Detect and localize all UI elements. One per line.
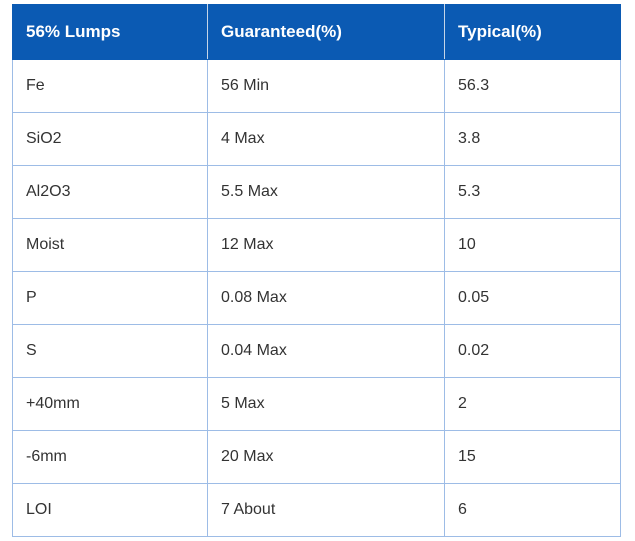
table-row: LOI 7 About 6 (12, 483, 621, 537)
guaranteed-value-cell: 12 Max (207, 218, 445, 272)
row-label-cell: P (12, 271, 208, 325)
typical-value-cell: 0.05 (444, 271, 621, 325)
column-header-guaranteed: Guaranteed(%) (207, 4, 445, 60)
table-header: 56% Lumps Guaranteed(%) Typical(%) (12, 4, 621, 60)
typical-value-cell: 6 (444, 483, 621, 537)
specification-table: 56% Lumps Guaranteed(%) Typical(%) Fe 56… (12, 4, 621, 537)
row-label-cell: Fe (12, 59, 208, 113)
guaranteed-value-cell: 20 Max (207, 430, 445, 484)
guaranteed-value-cell: 0.04 Max (207, 324, 445, 378)
table-row: +40mm 5 Max 2 (12, 377, 621, 431)
table-row: SiO2 4 Max 3.8 (12, 112, 621, 166)
row-label-cell: LOI (12, 483, 208, 537)
table-row: Moist 12 Max 10 (12, 218, 621, 272)
typical-value-cell: 0.02 (444, 324, 621, 378)
table-row: S 0.04 Max 0.02 (12, 324, 621, 378)
column-header-grade: 56% Lumps (12, 4, 208, 60)
row-label-cell: Al2O3 (12, 165, 208, 219)
row-label-cell: +40mm (12, 377, 208, 431)
typical-value-cell: 2 (444, 377, 621, 431)
typical-value-cell: 3.8 (444, 112, 621, 166)
table-row: P 0.08 Max 0.05 (12, 271, 621, 325)
row-label-cell: SiO2 (12, 112, 208, 166)
row-label-cell: S (12, 324, 208, 378)
typical-value-cell: 5.3 (444, 165, 621, 219)
guaranteed-value-cell: 0.08 Max (207, 271, 445, 325)
typical-value-cell: 15 (444, 430, 621, 484)
header-row: 56% Lumps Guaranteed(%) Typical(%) (12, 4, 621, 60)
table-row: Fe 56 Min 56.3 (12, 59, 621, 113)
guaranteed-value-cell: 5 Max (207, 377, 445, 431)
table-row: Al2O3 5.5 Max 5.3 (12, 165, 621, 219)
typical-value-cell: 56.3 (444, 59, 621, 113)
row-label-cell: Moist (12, 218, 208, 272)
typical-value-cell: 10 (444, 218, 621, 272)
row-label-cell: -6mm (12, 430, 208, 484)
guaranteed-value-cell: 4 Max (207, 112, 445, 166)
column-header-typical: Typical(%) (444, 4, 621, 60)
guaranteed-value-cell: 5.5 Max (207, 165, 445, 219)
guaranteed-value-cell: 56 Min (207, 59, 445, 113)
table-row: -6mm 20 Max 15 (12, 430, 621, 484)
guaranteed-value-cell: 7 About (207, 483, 445, 537)
table-body: Fe 56 Min 56.3 SiO2 4 Max 3.8 Al2O3 5.5 … (12, 59, 621, 537)
